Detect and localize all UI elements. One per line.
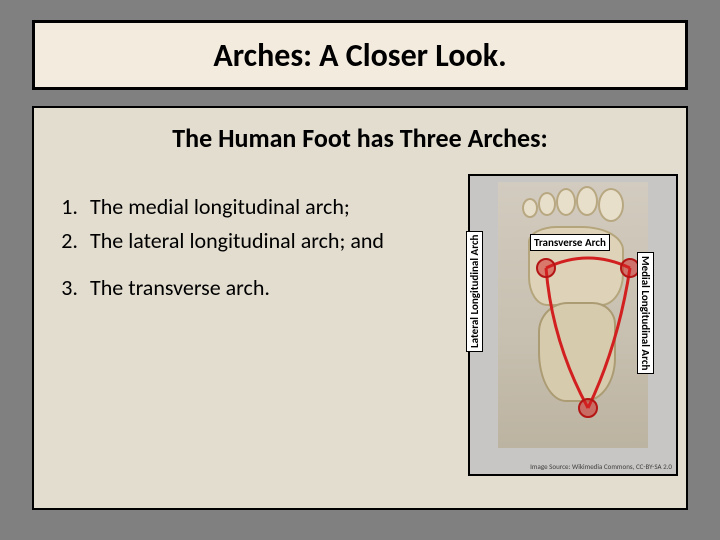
arch-overlay	[498, 182, 652, 452]
title-box: Arches: A Closer Look.	[32, 20, 688, 90]
content-box: The Human Foot has Three Arches: 1. The …	[32, 106, 688, 510]
transverse-arch-label: Transverse Arch	[530, 234, 610, 251]
list-number: 2.	[54, 226, 90, 256]
page-title: Arches: A Closer Look.	[213, 36, 506, 75]
arch-point	[579, 399, 597, 417]
transverse-arch-line	[546, 258, 630, 268]
arch-point	[537, 259, 555, 277]
image-credit: Image Source: Wikimedia Commons, CC-BY-S…	[530, 462, 672, 471]
list-number: 1.	[54, 192, 90, 222]
foot-arch-diagram: Transverse Arch Lateral Longitudinal Arc…	[468, 174, 678, 476]
medial-arch-line	[588, 268, 630, 408]
lateral-arch-line	[546, 268, 588, 408]
lateral-arch-label: Lateral Longitudinal Arch	[466, 231, 483, 352]
foot-bones	[498, 182, 648, 448]
medial-arch-label: Medial Longitudinal Arch	[637, 252, 654, 374]
list-number: 3.	[54, 273, 90, 303]
subtitle: The Human Foot has Three Arches:	[54, 122, 666, 154]
